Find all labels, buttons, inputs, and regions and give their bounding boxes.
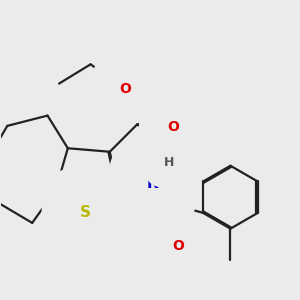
Text: O: O [167, 120, 179, 134]
Text: H: H [164, 156, 174, 169]
Text: O: O [172, 239, 184, 253]
Text: O: O [120, 82, 131, 96]
Text: S: S [80, 206, 91, 220]
Text: N: N [147, 176, 160, 191]
